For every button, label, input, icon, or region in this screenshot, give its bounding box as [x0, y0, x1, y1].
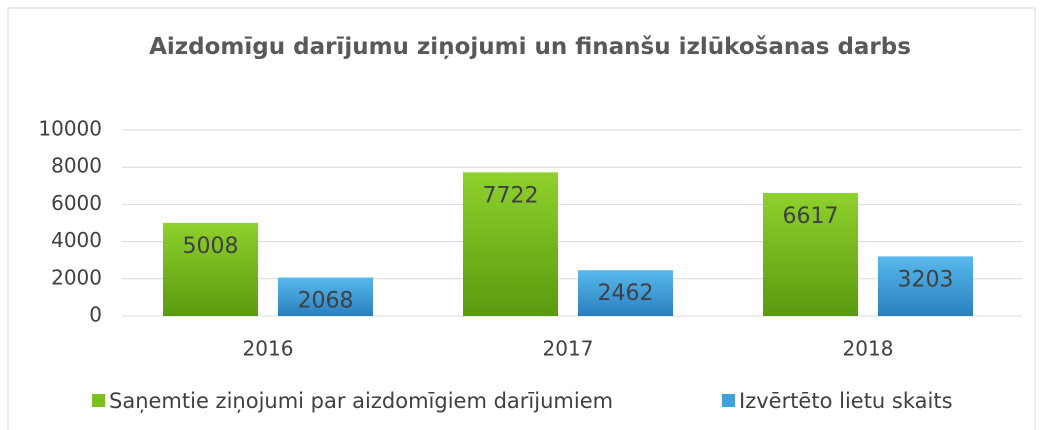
y-tick-label: 6000 [51, 191, 102, 215]
bar [278, 277, 373, 316]
y-tick-label: 2000 [51, 265, 102, 289]
bar [163, 222, 258, 316]
bar [878, 256, 973, 316]
x-tick-label: 2017 [543, 337, 594, 361]
legend-label: Izvērtēto lietu skaits [739, 389, 953, 413]
bar [763, 192, 858, 316]
bar [463, 172, 558, 316]
bar [578, 270, 673, 316]
y-tick-label: 0 [89, 303, 102, 327]
data-label: 2068 [298, 289, 354, 314]
chart-border [7, 7, 1036, 430]
data-label: 5008 [183, 234, 239, 259]
data-label: 3203 [898, 267, 954, 292]
y-tick-label: 4000 [51, 228, 102, 252]
legend-marker [722, 394, 735, 407]
data-label: 2462 [598, 281, 654, 306]
data-label: 7722 [483, 183, 539, 208]
y-tick-label: 8000 [51, 154, 102, 178]
legend-marker [92, 394, 105, 407]
x-tick-label: 2018 [843, 337, 894, 361]
x-tick-label: 2016 [243, 337, 294, 361]
chart-title: Aizdomīgu darījumu ziņojumi un finanšu i… [149, 34, 911, 60]
y-tick-label: 10000 [38, 117, 102, 141]
legend-label: Saņemtie ziņojumi par aizdomīgiem darīju… [109, 389, 613, 413]
data-label: 6617 [783, 204, 839, 229]
